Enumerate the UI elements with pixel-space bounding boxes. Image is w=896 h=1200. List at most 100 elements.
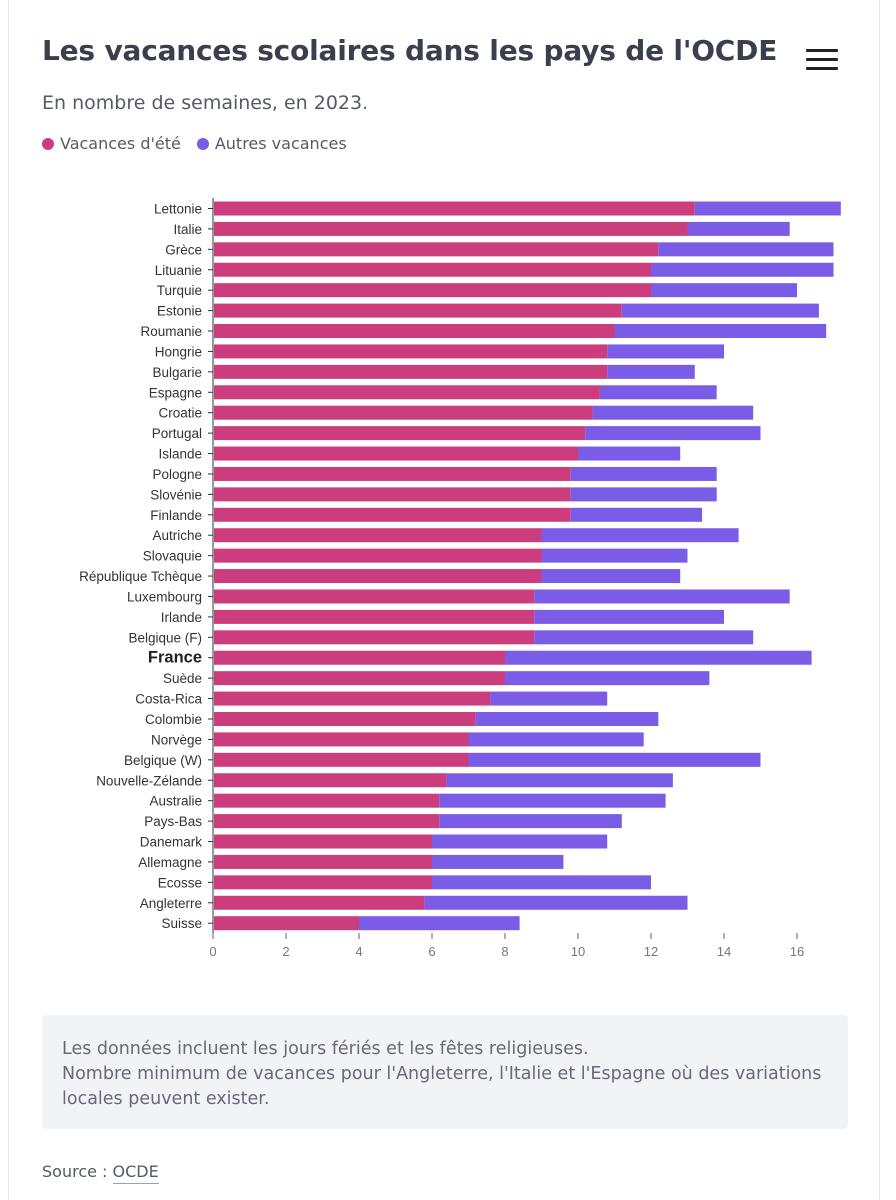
x-tick-label: 16	[790, 944, 804, 959]
bar-summer	[214, 548, 542, 563]
bar-other	[607, 364, 695, 379]
page-title: Les vacances scolaires dans les pays de …	[42, 34, 778, 67]
bar-other	[468, 732, 644, 747]
y-tick-label: Belgique (W)	[124, 753, 202, 768]
bar-other	[570, 487, 717, 502]
y-tick-label: Slovénie	[150, 487, 202, 502]
y-tick-label: Nouvelle-Zélande	[96, 773, 202, 788]
y-tick-label: Colombie	[145, 712, 202, 727]
x-tick-label: 14	[717, 944, 731, 959]
bar-summer	[214, 528, 542, 543]
stacked-bar-chart: 0 2 4 6 8 10 12 14 16 Lettonie Italie Grèce Lituanie…	[79, 198, 841, 959]
bar-summer	[214, 242, 659, 257]
bar-summer	[214, 569, 542, 584]
y-tick-label: Suède	[163, 671, 202, 686]
y-tick-label: Bulgarie	[152, 365, 202, 380]
bar-other	[534, 630, 754, 645]
bar-summer	[214, 814, 440, 829]
bar-summer	[214, 671, 505, 686]
y-tick-label: France	[148, 649, 202, 667]
legend-label: Autres vacances	[214, 134, 347, 153]
y-tick-label: Allemagne	[138, 855, 202, 870]
bar-summer	[214, 426, 586, 441]
y-tick-label: Pologne	[152, 467, 202, 482]
y-tick-label: Lituanie	[155, 263, 202, 278]
chart-subtitle: En nombre de semaines, en 2023.	[42, 92, 369, 114]
bar-summer	[214, 712, 476, 726]
bar-other	[439, 814, 622, 829]
y-tick-label: Italie	[173, 222, 202, 237]
bar-other	[490, 691, 608, 706]
bar-other	[534, 609, 724, 624]
bar-other	[570, 507, 703, 522]
bar-other	[424, 895, 688, 910]
bar-other	[607, 344, 724, 359]
y-tick-label: Finlande	[150, 508, 202, 523]
bar-summer	[214, 201, 695, 216]
y-tick-label: Costa-Rica	[135, 692, 202, 707]
y-tick-label: Angleterre	[140, 896, 202, 911]
bar-summer	[214, 589, 535, 604]
note-line: locales peuvent exister.	[62, 1089, 270, 1109]
source-link[interactable]: OCDE	[112, 1162, 159, 1184]
x-tick-label: 2	[282, 944, 289, 959]
x-tick-label: 12	[644, 944, 658, 959]
y-tick-label: Portugal	[152, 426, 202, 441]
bar-summer	[214, 303, 622, 318]
bar-summer	[214, 691, 491, 706]
bar-summer	[214, 221, 688, 236]
bar-other	[599, 385, 717, 400]
bar-other	[468, 752, 761, 767]
bar-other	[541, 548, 688, 563]
x-tick-label: 8	[501, 944, 508, 959]
y-tick-label: Suisse	[161, 916, 202, 931]
bar-summer	[214, 487, 571, 502]
x-tick-label: 6	[428, 944, 435, 959]
bar-summer	[214, 875, 432, 890]
legend-item-summer[interactable]: Vacances d'été	[42, 134, 181, 153]
x-tick-label: 10	[571, 944, 585, 959]
y-tick-label: Luxembourg	[127, 589, 202, 604]
bar-summer	[214, 405, 593, 420]
y-tick-label: Danemark	[140, 835, 203, 850]
y-tick-label: Croatie	[158, 406, 202, 421]
y-tick-label: République Tchèque	[79, 569, 202, 584]
hamburger-menu-icon[interactable]	[802, 44, 840, 74]
bar-summer	[214, 364, 608, 379]
bar-summer	[214, 324, 615, 339]
bar-other	[578, 446, 681, 461]
source-label: Source :	[42, 1162, 108, 1181]
y-tick-label: Autriche	[152, 528, 202, 543]
y-tick-label: Turquie	[157, 283, 202, 298]
bar-summer	[214, 609, 535, 624]
legend-dot-icon	[196, 137, 209, 150]
bar-other	[585, 426, 761, 441]
y-tick-label: Espagne	[149, 385, 202, 400]
bar-other	[621, 303, 819, 318]
x-tick-label: 0	[209, 944, 216, 959]
bar-summer	[214, 650, 505, 665]
bar-summer	[214, 466, 571, 481]
bar-other	[570, 466, 717, 481]
bar-other	[614, 324, 827, 339]
bar-summer	[214, 283, 651, 298]
bar-summer	[214, 895, 425, 910]
bar-other	[592, 405, 754, 420]
bar-summer	[214, 916, 359, 931]
legend-item-other[interactable]: Autres vacances	[196, 134, 347, 153]
bar-other	[541, 569, 681, 584]
bar-other	[651, 283, 797, 298]
bar-other	[432, 875, 651, 890]
y-tick-label: Islande	[158, 447, 202, 462]
bar-other	[694, 201, 841, 216]
bar-other	[439, 793, 666, 808]
bar-summer	[214, 630, 535, 645]
chart-note: Les données incluent les jours fériés et…	[42, 1015, 848, 1129]
bar-summer	[214, 262, 651, 277]
y-tick-label: Pays-Bas	[144, 814, 202, 829]
bar-other	[432, 834, 608, 849]
y-tick-label: Roumanie	[140, 324, 202, 339]
bar-other	[541, 528, 739, 543]
source-line: Source : OCDE	[42, 1162, 159, 1184]
bar-summer	[214, 385, 600, 400]
